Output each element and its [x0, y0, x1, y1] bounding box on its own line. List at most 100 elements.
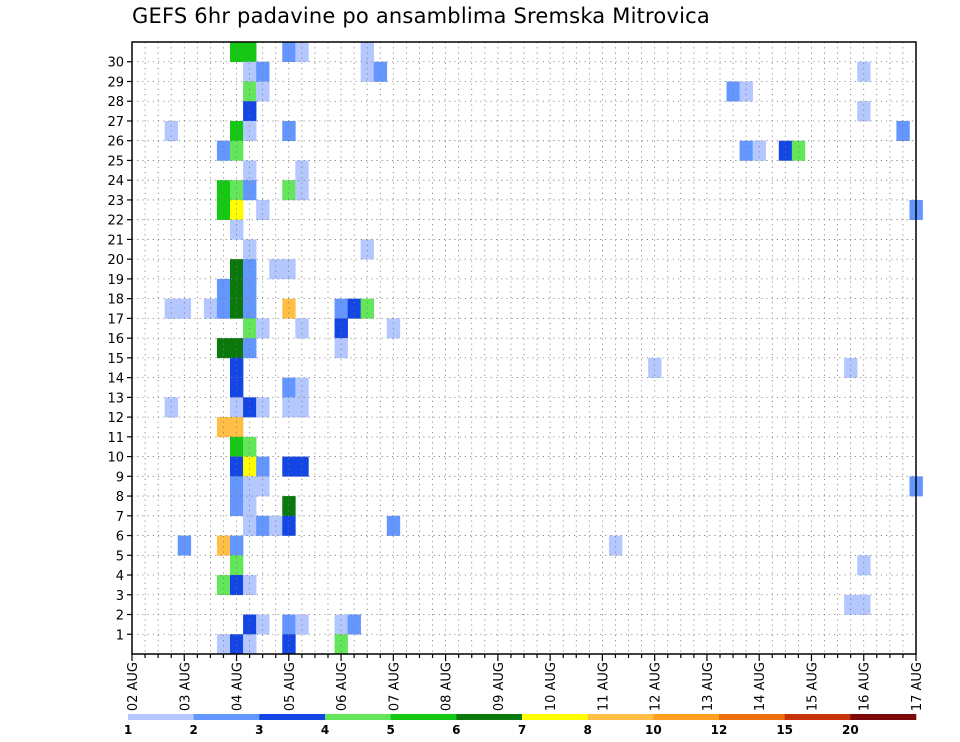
x-tick-label: 11 AUG: [596, 662, 611, 711]
heatmap-cell: [360, 61, 375, 82]
heatmap-cell: [295, 456, 309, 477]
heatmap-cell: [608, 535, 623, 556]
colorbar-label: 2: [189, 723, 197, 737]
heatmap-cell: [216, 535, 231, 556]
y-tick-label: 29: [107, 75, 124, 90]
heatmap-cell: [752, 140, 767, 161]
y-tick-label: 6: [116, 530, 124, 545]
heatmap-cell: [256, 456, 270, 477]
heatmap-cell: [243, 61, 257, 82]
colorbar-label: 20: [842, 723, 859, 737]
x-tick-label: 10 AUG: [544, 662, 559, 711]
colorbar-swatch: [325, 714, 391, 720]
heatmap-cell: [230, 338, 244, 359]
heatmap-cell: [334, 338, 348, 359]
heatmap-cell: [282, 180, 296, 201]
heatmap-cell: [243, 259, 257, 280]
heatmap-cell: [256, 81, 270, 102]
colorbar-label: 6: [452, 723, 460, 737]
heatmap-cell: [216, 199, 231, 220]
x-tick-label: 15 AUG: [805, 662, 820, 711]
x-tick-label: 07 AUG: [387, 662, 402, 711]
x-tick-label: 02 AUG: [126, 662, 141, 711]
grid-lines: [132, 42, 916, 654]
y-tick-label: 5: [116, 549, 124, 564]
heatmap-cell: [243, 298, 257, 319]
y-tick-label: 2: [116, 609, 124, 624]
y-tick-label: 9: [116, 470, 124, 485]
heatmap-cell: [360, 298, 375, 319]
colorbar-swatch: [784, 714, 851, 720]
heatmap-cell: [282, 298, 296, 319]
y-tick-label: 1: [116, 628, 124, 643]
colorbar-swatch: [719, 714, 785, 720]
y-axis: 1234567891011121314151617181920212223242…: [107, 56, 132, 643]
x-tick-label: 09 AUG: [492, 662, 507, 711]
heatmap-cell: [269, 259, 283, 280]
heatmap-cell: [282, 496, 296, 517]
colorbar-label: 8: [583, 723, 591, 737]
heatmap-cell: [230, 476, 244, 497]
y-tick-label: 13: [107, 391, 124, 406]
heatmap-cell: [347, 298, 361, 319]
colorbar-label: 3: [255, 723, 263, 737]
heatmap-cell: [164, 298, 179, 319]
heatmap-cell: [243, 436, 257, 457]
heatmap-cell: [243, 278, 257, 299]
heatmap-cell: [844, 357, 858, 378]
heatmap-cell: [360, 42, 375, 63]
heatmap-cell: [360, 239, 375, 260]
heatmap-cell: [230, 555, 244, 576]
heatmap-cell: [243, 476, 257, 497]
heatmap-cell: [243, 42, 257, 63]
heatmap-cell: [778, 140, 793, 161]
heatmap-cell: [216, 634, 231, 655]
heatmap-cell: [295, 42, 309, 63]
y-tick-label: 3: [116, 589, 124, 604]
colorbar-label: 4: [321, 723, 329, 737]
y-tick-label: 16: [107, 332, 124, 347]
heatmap-cell: [230, 42, 244, 63]
colorbar-swatch: [850, 714, 917, 720]
y-tick-label: 8: [116, 490, 124, 505]
heatmap-cell: [334, 634, 348, 655]
heatmap-cell: [203, 298, 218, 319]
y-tick-label: 10: [107, 451, 124, 466]
heatmap-cell: [243, 397, 257, 418]
x-tick-label: 12 AUG: [649, 662, 664, 711]
y-tick-label: 11: [107, 431, 124, 446]
heatmap-cell: [282, 397, 296, 418]
y-tick-label: 30: [107, 56, 124, 71]
heatmap-cell: [216, 278, 231, 299]
heatmap-cell: [243, 634, 257, 655]
heatmap-cell: [216, 140, 231, 161]
heatmap-cell: [216, 180, 231, 201]
heatmap-cell: [857, 101, 871, 122]
heatmap-cell: [739, 81, 753, 102]
heatmap-cell: [243, 575, 257, 596]
x-tick-label: 14 AUG: [753, 662, 768, 711]
y-tick-label: 22: [107, 214, 124, 229]
y-tick-label: 14: [107, 372, 124, 387]
heatmap-cell: [216, 298, 231, 319]
colorbar-swatch: [259, 714, 326, 720]
heatmap-cell: [334, 298, 348, 319]
heatmap-cell: [256, 397, 270, 418]
heatmap-cell: [857, 61, 871, 82]
y-tick-label: 15: [107, 352, 124, 367]
x-tick-label: 17 AUG: [910, 662, 925, 711]
heatmap-cell: [230, 199, 244, 220]
heatmap-cell: [230, 298, 244, 319]
colorbar-label: 15: [776, 723, 793, 737]
heatmap-cells: [164, 42, 923, 655]
heatmap-cell: [282, 456, 296, 477]
heatmap-cell: [256, 199, 270, 220]
heatmap-cell: [230, 496, 244, 517]
heatmap-cell: [230, 535, 244, 556]
heatmap-cell: [230, 456, 244, 477]
colorbar-swatch: [193, 714, 260, 720]
heatmap-cell: [243, 101, 257, 122]
x-tick-label: 08 AUG: [440, 662, 455, 711]
x-tick-label: 06 AUG: [335, 662, 350, 711]
x-tick-label: 16 AUG: [858, 662, 873, 711]
